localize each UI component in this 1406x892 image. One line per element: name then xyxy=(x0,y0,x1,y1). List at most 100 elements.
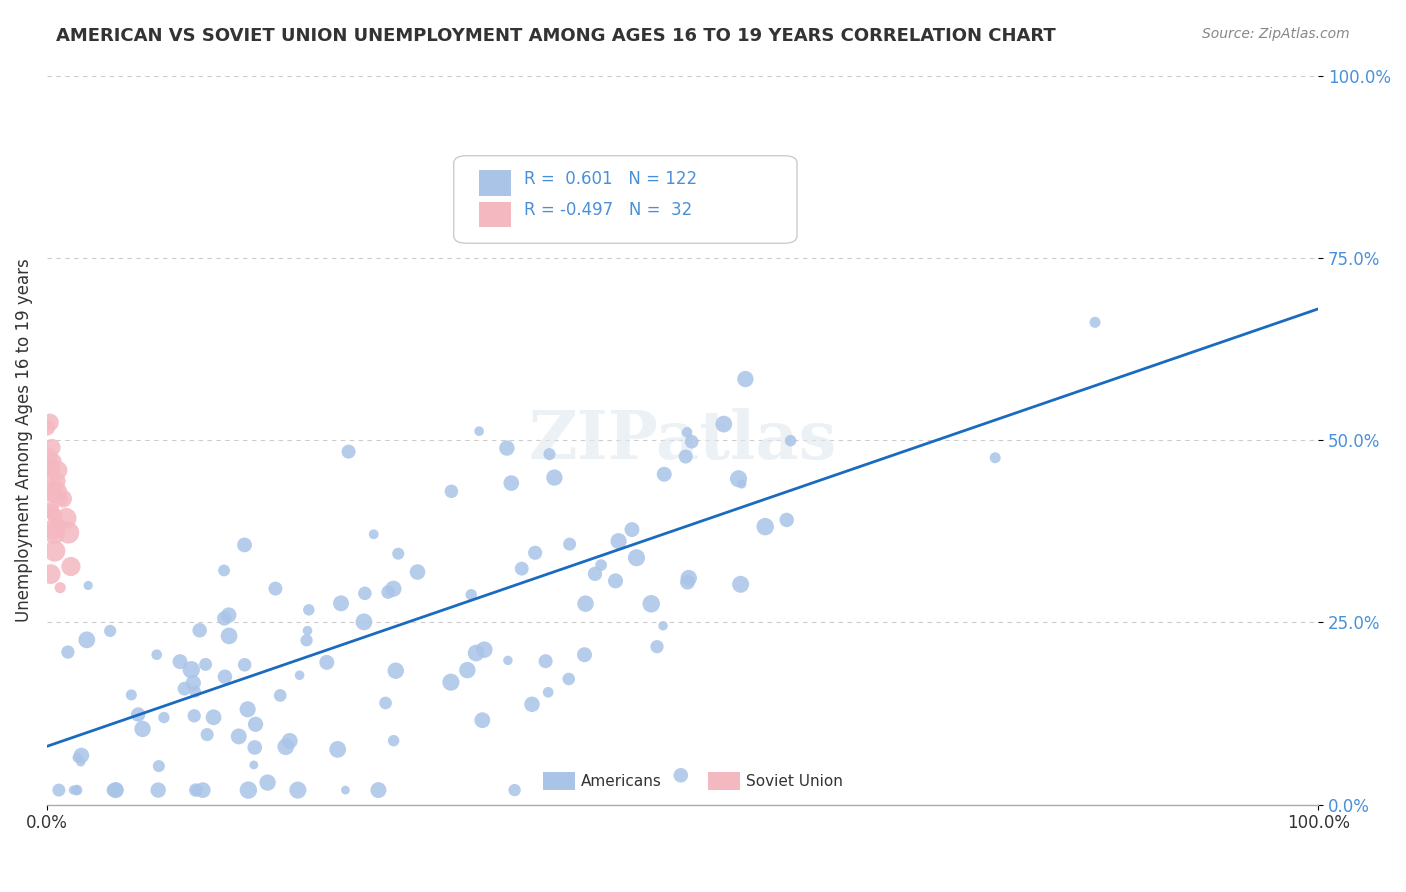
Point xyxy=(41,504,63,518)
Point xyxy=(44,482,66,496)
Point xyxy=(605,574,627,588)
Point xyxy=(76,632,98,647)
Point xyxy=(183,676,205,690)
Point xyxy=(218,608,240,623)
Point xyxy=(195,728,218,742)
Point xyxy=(326,742,349,756)
Point xyxy=(607,534,630,549)
Point xyxy=(42,463,65,477)
Point xyxy=(583,566,606,581)
Point xyxy=(537,685,560,699)
Point xyxy=(41,501,63,516)
Point xyxy=(191,783,214,797)
Point xyxy=(42,454,65,468)
Point xyxy=(214,611,236,625)
Point xyxy=(524,546,547,560)
Point xyxy=(337,444,360,458)
Point xyxy=(269,689,291,703)
Point xyxy=(274,739,297,754)
Point xyxy=(501,476,523,491)
Point xyxy=(214,670,236,684)
Text: ZIPatlas: ZIPatlas xyxy=(529,408,837,473)
Point xyxy=(734,372,756,386)
Point xyxy=(295,633,318,648)
Point xyxy=(56,645,79,659)
Point xyxy=(38,459,60,474)
Point xyxy=(42,508,65,523)
Point xyxy=(48,783,70,797)
Point xyxy=(558,672,581,686)
Point xyxy=(626,550,648,565)
Point xyxy=(127,707,149,722)
Bar xyxy=(479,202,510,227)
Point xyxy=(574,597,596,611)
Point xyxy=(468,424,491,438)
Point xyxy=(55,511,77,525)
Point xyxy=(148,759,170,773)
Point xyxy=(39,567,62,582)
Point xyxy=(354,586,377,600)
Point xyxy=(520,698,543,712)
Point xyxy=(42,489,65,503)
Point xyxy=(465,646,488,660)
Point xyxy=(228,730,250,744)
Point xyxy=(233,538,256,552)
Point xyxy=(37,484,59,499)
Point xyxy=(70,748,93,763)
Point xyxy=(37,420,59,434)
Point xyxy=(184,685,207,699)
Point xyxy=(37,450,59,465)
Point xyxy=(66,750,89,764)
Point xyxy=(39,506,62,520)
Point xyxy=(48,519,70,533)
Point xyxy=(678,571,700,585)
Point xyxy=(510,562,533,576)
Point xyxy=(236,702,259,716)
Point xyxy=(406,565,429,579)
Bar xyxy=(543,772,575,790)
Point xyxy=(145,648,167,662)
Point xyxy=(676,575,699,590)
Y-axis label: Unemployment Among Ages 16 to 19 years: Unemployment Among Ages 16 to 19 years xyxy=(15,258,32,622)
Point xyxy=(153,710,176,724)
Point xyxy=(471,713,494,727)
Point xyxy=(652,619,675,633)
Point xyxy=(38,416,60,430)
Point xyxy=(186,783,208,797)
Point xyxy=(591,558,613,572)
Point xyxy=(45,484,67,499)
Point xyxy=(984,450,1007,465)
Point xyxy=(46,474,69,488)
Point xyxy=(779,434,801,448)
Point xyxy=(42,522,65,536)
Point xyxy=(264,582,287,596)
Point xyxy=(169,655,191,669)
Point xyxy=(503,783,526,797)
FancyBboxPatch shape xyxy=(454,156,797,244)
Text: Soviet Union: Soviet Union xyxy=(747,774,844,789)
Point xyxy=(45,508,67,523)
Point xyxy=(233,657,256,672)
Point xyxy=(41,441,63,455)
Point xyxy=(243,758,266,772)
Point xyxy=(120,688,142,702)
Point xyxy=(496,653,519,667)
Point xyxy=(675,450,697,464)
Point xyxy=(367,783,389,797)
Point xyxy=(256,775,278,789)
Point xyxy=(440,484,463,499)
Point xyxy=(335,783,357,797)
Point xyxy=(363,527,385,541)
Point xyxy=(640,597,662,611)
Point xyxy=(52,491,75,506)
Point xyxy=(66,783,89,797)
Point xyxy=(180,663,202,677)
Point xyxy=(288,668,311,682)
Point xyxy=(297,624,319,638)
Point xyxy=(46,463,69,477)
Point xyxy=(44,526,66,541)
Point xyxy=(298,603,321,617)
Point xyxy=(460,588,482,602)
Point xyxy=(384,664,406,678)
Point xyxy=(278,734,301,748)
